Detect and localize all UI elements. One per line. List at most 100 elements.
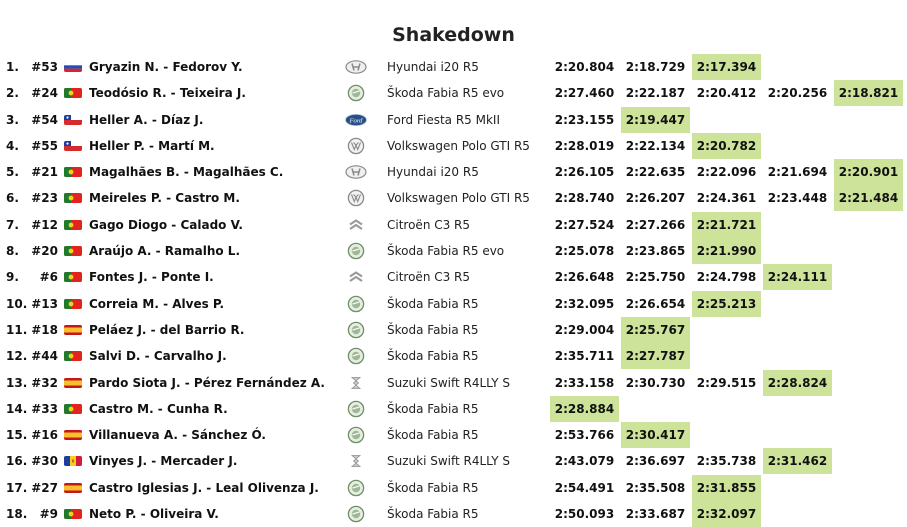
skoda-logo-icon (345, 321, 367, 339)
chile-flag-icon (64, 140, 82, 151)
best-time-cell: 2:17.394 (692, 54, 761, 80)
position: 7. (6, 217, 19, 232)
car-number: #30 (31, 454, 58, 469)
time-cell: 2:29.004 (554, 322, 615, 337)
table-row: 6. #23 Meireles P. - Castro M. Volkswagen P… (0, 185, 907, 212)
best-time-cell: 2:19.447 (621, 106, 690, 133)
time-cell: 2:22.635 (625, 165, 686, 180)
car-number: #33 (31, 401, 58, 416)
best-time-cell: 2:30.417 (621, 422, 690, 449)
position: 18. (6, 507, 28, 522)
time-cell: 2:27.266 (625, 217, 686, 232)
time-cell: 2:26.654 (625, 296, 686, 311)
position: 13. (6, 375, 28, 390)
crew-name: Gago Diogo - Calado V. (89, 217, 243, 232)
ford-logo-icon: Ford (345, 111, 367, 129)
best-time-cell: 2:28.884 (550, 395, 619, 422)
car-number: #53 (31, 60, 58, 74)
crew-name: Teodósio R. - Teixeira J. (89, 86, 246, 101)
best-time-cell: 2:28.824 (763, 369, 832, 396)
portugal-flag-icon (64, 88, 82, 99)
russia-flag-icon (64, 62, 82, 72)
car-model: Škoda Fabia R5 (387, 349, 479, 364)
position: 5. (6, 165, 19, 180)
car-model: Citroën C3 R5 (387, 217, 471, 232)
car-model: Škoda Fabia R5 (387, 480, 479, 495)
position: 10. (6, 296, 28, 311)
best-time-cell: 2:18.821 (834, 80, 903, 107)
portugal-flag-icon (64, 167, 82, 178)
best-time-cell: 2:21.484 (834, 185, 903, 212)
time-cell: 2:22.096 (696, 165, 757, 180)
portugal-flag-icon (64, 351, 82, 362)
skoda-logo-icon (345, 426, 367, 444)
car-number: #55 (31, 138, 58, 153)
crew-name: Gryazin N. - Fedorov Y. (89, 60, 243, 74)
skoda-logo-icon (345, 505, 367, 523)
time-cell: 2:27.460 (554, 86, 615, 101)
position: 15. (6, 428, 28, 443)
position: 3. (6, 112, 19, 127)
car-model: Suzuki Swift R4LLY S (387, 375, 511, 390)
best-time-cell: 2:31.462 (763, 448, 832, 475)
best-time-cell: 2:24.111 (763, 264, 832, 291)
car-number: #12 (31, 217, 58, 232)
crew-name: Salvi D. - Carvalho J. (89, 349, 227, 364)
time-cell: 2:30.730 (625, 375, 686, 390)
position: 9. (6, 270, 19, 285)
crew-name: Magalhães B. - Magalhães C. (89, 165, 284, 180)
crew-name: Villanueva A. - Sánchez Ó. (89, 428, 266, 443)
citroen-logo-icon (345, 216, 367, 234)
time-cell: 2:36.697 (625, 454, 686, 469)
car-model: Suzuki Swift R4LLY S (387, 454, 511, 469)
portugal-flag-icon (64, 298, 82, 309)
car-number: #32 (31, 375, 58, 390)
time-cell: 2:50.093 (554, 507, 615, 522)
best-time-cell: 2:31.855 (692, 474, 761, 501)
table-row: 2. #24 Teodósio R. - Teixeira J. Škoda Fabi… (0, 80, 907, 107)
time-cell: 2:23.448 (767, 191, 828, 206)
crew-name: Peláez J. - del Barrio R. (89, 322, 245, 337)
table-row: 13. #32 Pardo Siota J. - Pérez Fernández A… (0, 369, 907, 396)
table-row: 11. #18 Peláez J. - del Barrio R. Škoda Fab… (0, 316, 907, 343)
spain-flag-icon (64, 377, 82, 388)
svg-text:Ford: Ford (349, 117, 364, 124)
best-time-cell: 2:25.213 (692, 290, 761, 317)
crew-name: Araújo A. - Ramalho L. (89, 244, 241, 259)
crew-name: Castro M. - Cunha R. (89, 401, 228, 416)
best-time-cell: 2:21.721 (692, 211, 761, 238)
portugal-flag-icon (64, 193, 82, 204)
time-cell: 2:20.804 (554, 60, 615, 74)
volkswagen-logo-icon (345, 137, 367, 155)
car-number: #24 (31, 86, 58, 101)
table-row: 16. #30 Vinyes J. - Mercader J. Suzuki Swif… (0, 448, 907, 475)
time-cell: 2:28.740 (554, 191, 615, 206)
car-number: #16 (31, 428, 58, 443)
position: 17. (6, 480, 28, 495)
position: 11. (6, 322, 28, 337)
table-row: 7. #12 Gago Diogo - Calado V. Citroën C3 R5… (0, 211, 907, 238)
position: 1. (6, 60, 19, 74)
table-row: 4. #55 Heller P. - Martí M. Volkswagen Polo… (0, 132, 907, 159)
crew-name: Vinyes J. - Mercader J. (89, 454, 238, 469)
crew-name: Correia M. - Alves P. (89, 296, 225, 311)
best-time-cell: 2:27.787 (621, 343, 690, 370)
time-cell: 2:33.158 (554, 375, 615, 390)
car-number: #23 (31, 191, 58, 206)
skoda-logo-icon (345, 242, 367, 260)
car-model: Hyundai i20 R5 (387, 60, 479, 74)
position: 14. (6, 401, 28, 416)
chile-flag-icon (64, 114, 82, 125)
position: 12. (6, 349, 28, 364)
suzuki-logo-icon (345, 374, 367, 392)
crew-name: Heller P. - Martí M. (89, 138, 215, 153)
time-cell: 2:25.078 (554, 244, 615, 259)
crew-name: Fontes J. - Ponte I. (89, 270, 214, 285)
time-cell: 2:22.187 (625, 86, 686, 101)
car-model: Škoda Fabia R5 (387, 322, 479, 337)
car-number: #13 (31, 296, 58, 311)
spain-flag-icon (64, 482, 82, 493)
car-model: Volkswagen Polo GTI R5 (387, 138, 530, 153)
best-time-cell: 2:32.097 (692, 501, 761, 527)
time-cell: 2:22.134 (625, 138, 686, 153)
